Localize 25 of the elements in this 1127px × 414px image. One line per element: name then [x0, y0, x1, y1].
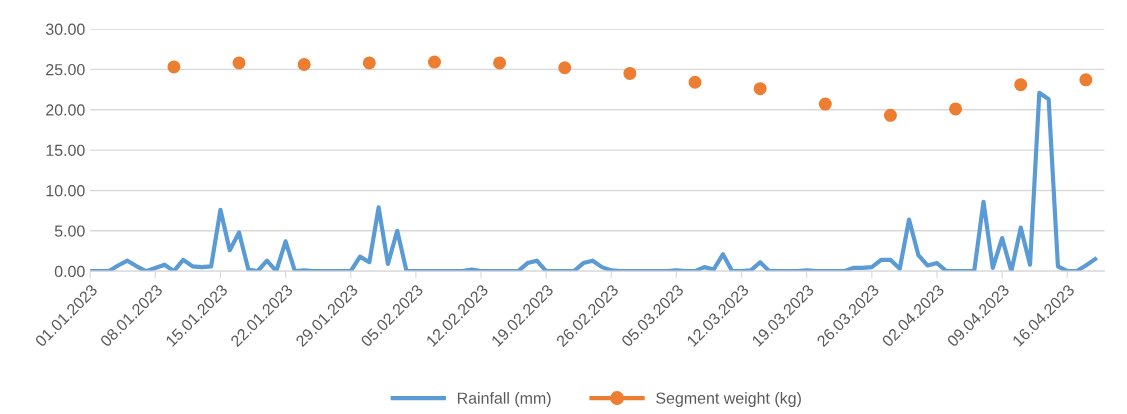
line-series	[90, 90, 1098, 272]
y-tick-label: 15.00	[46, 144, 85, 157]
point	[949, 102, 963, 116]
y-tick-label: 10.00	[46, 185, 85, 197]
point	[232, 56, 246, 70]
point	[362, 56, 376, 70]
point	[818, 97, 832, 111]
y-tick-label: 5.00	[54, 225, 85, 237]
point	[753, 82, 767, 96]
y-tick-label: 0.00	[54, 265, 85, 278]
point	[558, 61, 572, 75]
y-tick-label: 30.00	[45, 23, 85, 35]
point	[427, 55, 441, 69]
y-tick-label: 25.00	[46, 63, 85, 76]
point	[167, 60, 181, 74]
point	[1014, 78, 1028, 92]
legend-label: Rainfall (mm)	[457, 392, 551, 407]
point	[883, 108, 897, 122]
point	[297, 57, 311, 72]
point	[1079, 73, 1093, 87]
y-tick-label: 20.00	[46, 104, 85, 116]
point	[493, 56, 507, 70]
point	[688, 75, 702, 89]
legend-label: Segment weight (kg)	[656, 392, 801, 407]
point	[623, 66, 637, 80]
